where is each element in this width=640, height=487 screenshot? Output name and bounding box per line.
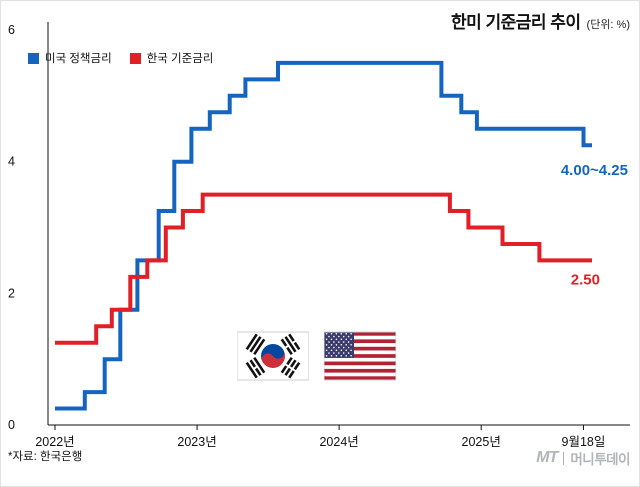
- mt-logo: MT 머니투데이: [536, 448, 630, 468]
- us-flag: [324, 331, 396, 381]
- page-title: 한미 기준금리 추이: [450, 13, 581, 32]
- source-note: *자료: 한국은행: [8, 451, 83, 463]
- us-series-label: 미국 정책금리: [45, 53, 112, 65]
- kr-series-label: 한국 기준금리: [146, 53, 214, 65]
- svg-text:6: 6: [8, 23, 15, 37]
- svg-text:0: 0: [8, 418, 15, 432]
- svg-text:4.00~4.25: 4.00~4.25: [561, 162, 628, 179]
- us-series-swatch: [28, 52, 39, 64]
- svg-text:2: 2: [8, 286, 15, 300]
- svg-text:2022년: 2022년: [35, 435, 74, 449]
- svg-text:2024년: 2024년: [319, 435, 358, 449]
- svg-text:4: 4: [8, 155, 15, 169]
- svg-text:2025년: 2025년: [462, 435, 501, 449]
- svg-text:9월18일: 9월18일: [562, 435, 606, 449]
- legend: 미국 정책금리 한국 기준금리: [28, 50, 213, 66]
- korea-flag: [237, 331, 309, 381]
- mt-logo-abbr: MT: [536, 449, 558, 466]
- kr-series-swatch: [129, 52, 141, 64]
- mt-logo-name: 머니투데이: [570, 452, 630, 467]
- legend-item-kr: 한국 기준금리: [129, 50, 214, 66]
- title-row: 한미 기준금리 추이 (단위: %): [451, 8, 630, 33]
- svg-text:2023년: 2023년: [177, 435, 216, 449]
- legend-item-us: 미국 정책금리: [28, 50, 112, 66]
- mt-logo-divider: [563, 451, 565, 465]
- unit-label: (단위: %): [586, 19, 630, 31]
- svg-text:2.50: 2.50: [571, 271, 600, 288]
